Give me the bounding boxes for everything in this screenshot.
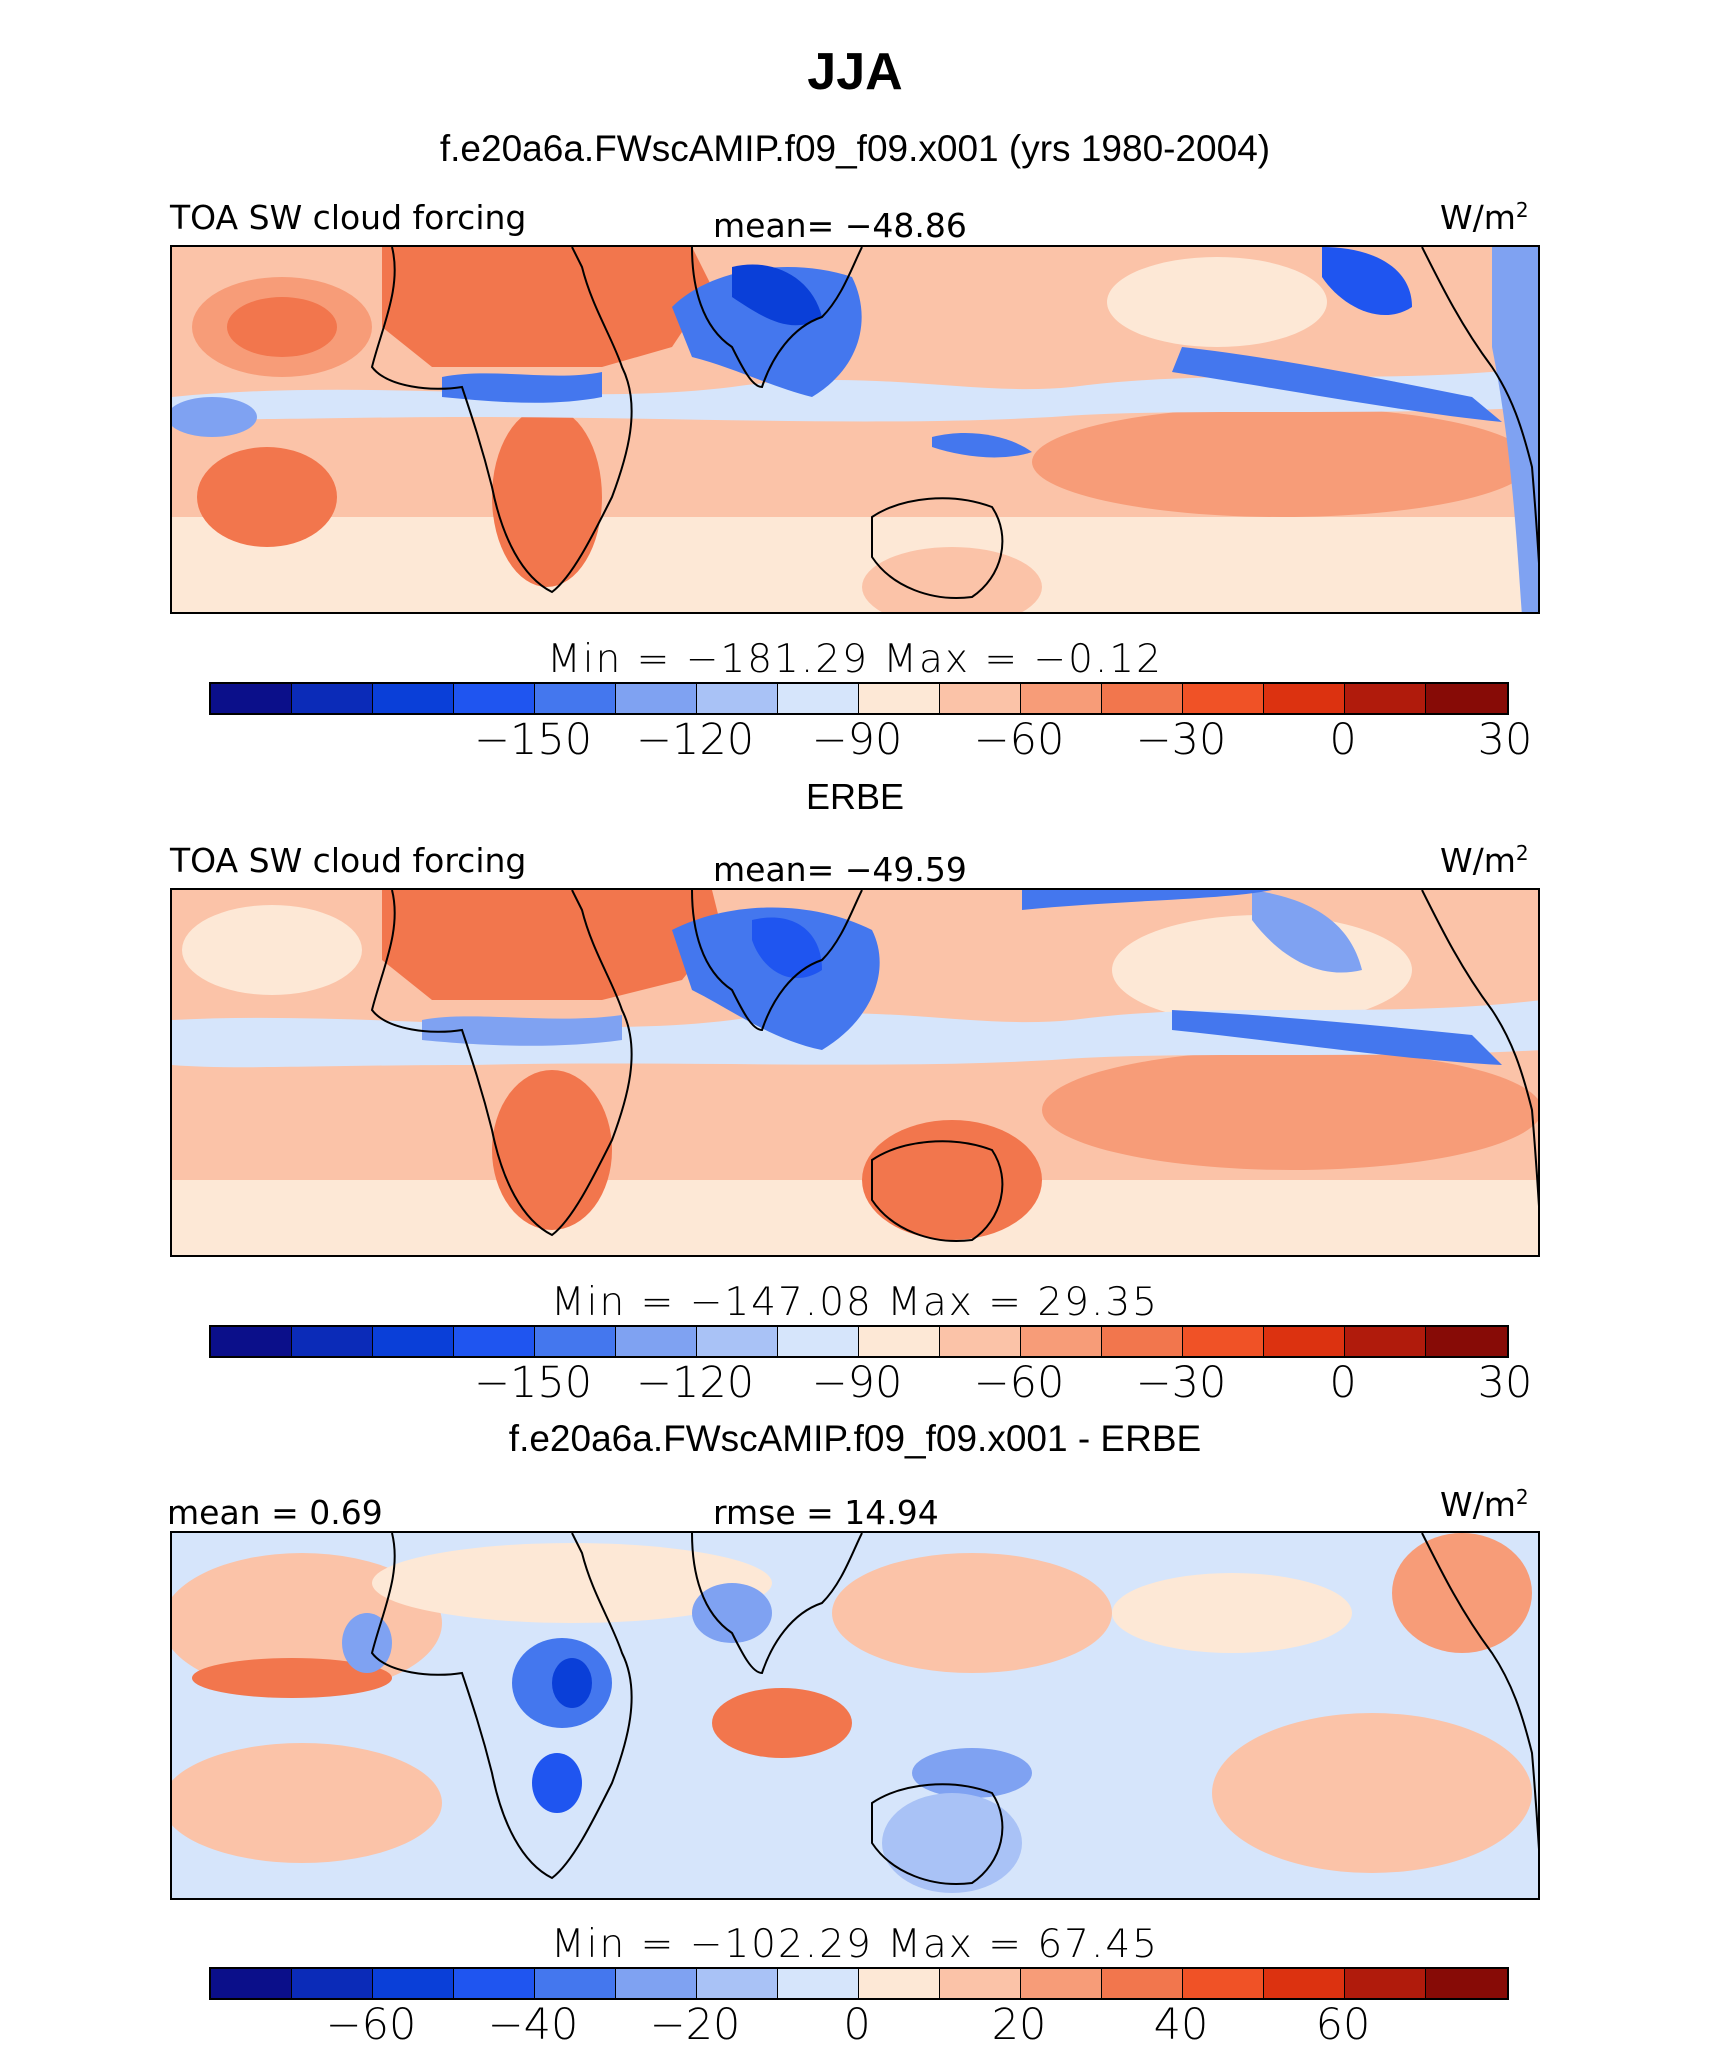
colorbar-swatch <box>778 1969 859 1998</box>
colorbar-swatch <box>1426 1969 1507 1998</box>
colorbar-swatch <box>1264 684 1345 713</box>
colorbar-swatch <box>616 1327 697 1356</box>
colorbar-swatch <box>697 684 778 713</box>
colorbar-tick-label: −60 <box>973 1358 1065 1408</box>
colorbar-swatch <box>1183 1969 1264 1998</box>
panel-model-mean: mean= −48.86 <box>713 206 967 245</box>
panel-model-label: TOA SW cloud forcing <box>170 198 527 237</box>
colorbar-swatch <box>1345 684 1426 713</box>
colorbar-swatch <box>859 684 940 713</box>
colorbar-swatch <box>1021 684 1102 713</box>
colorbar-swatch <box>1102 1327 1183 1356</box>
colorbar-swatch <box>454 1327 535 1356</box>
colorbar-diff <box>209 1967 1509 2000</box>
colorbar-swatch <box>940 684 1021 713</box>
colorbar-swatch <box>535 1327 616 1356</box>
colorbar-swatch <box>1426 1327 1507 1356</box>
panel-obs-units: W/m2 <box>1440 841 1529 880</box>
panel-model-minmax: Min = −181.29 Max = −0.12 <box>547 637 1163 682</box>
colorbar-swatch <box>211 1969 292 1998</box>
panel-diff-units: W/m2 <box>1440 1485 1529 1524</box>
colorbar-tick-label: −30 <box>1135 1358 1227 1408</box>
colorbar-swatch <box>1021 1969 1102 1998</box>
panel-obs-minmax: Min = −147.08 Max = 29.35 <box>551 1280 1159 1325</box>
colorbar-swatch <box>697 1969 778 1998</box>
colorbar-tick-label: −120 <box>635 715 755 765</box>
colorbar-swatch <box>1345 1327 1426 1356</box>
colorbar-tick-label: −90 <box>811 715 903 765</box>
panel-obs-label: TOA SW cloud forcing <box>170 841 527 880</box>
colorbar-swatch <box>373 1327 454 1356</box>
colorbar-swatch <box>616 684 697 713</box>
main-title: JJA <box>807 43 903 101</box>
colorbar-swatch <box>373 1969 454 1998</box>
colorbar-obs <box>209 1325 1509 1358</box>
obs-title: ERBE <box>805 776 905 817</box>
colorbar-swatch <box>778 1327 859 1356</box>
colorbar-tick-label: −120 <box>635 1358 755 1408</box>
colorbar-swatch <box>454 1969 535 1998</box>
colorbar-swatch <box>859 1969 940 1998</box>
colorbar-swatch <box>1021 1327 1102 1356</box>
colorbar-tick-label: 30 <box>1477 1358 1533 1408</box>
colorbar-swatch <box>292 684 373 713</box>
colorbar-swatch <box>1426 684 1507 713</box>
colorbar-swatch <box>940 1969 1021 1998</box>
colorbar-tick-label: 30 <box>1477 715 1533 765</box>
colorbar-swatch <box>616 1969 697 1998</box>
colorbar-swatch <box>454 684 535 713</box>
map-model <box>170 245 1540 614</box>
colorbar-swatch <box>1102 1969 1183 1998</box>
colorbar-tick-label: −150 <box>473 1358 593 1408</box>
colorbar-tick-label: 0 <box>1329 715 1357 765</box>
colorbar-tick-label: 40 <box>1153 2000 1209 2050</box>
colorbar-tick-label: 60 <box>1315 2000 1371 2050</box>
colorbar-tick-label: 0 <box>1329 1358 1357 1408</box>
colorbar-swatch <box>1183 1327 1264 1356</box>
colorbar-tick-label: −20 <box>649 2000 741 2050</box>
colorbar-swatch <box>535 684 616 713</box>
colorbar-swatch <box>1264 1327 1345 1356</box>
colorbar-swatch <box>211 1327 292 1356</box>
colorbar-tick-label: −90 <box>811 1358 903 1408</box>
colorbar-swatch <box>373 684 454 713</box>
colorbar-swatch <box>292 1327 373 1356</box>
colorbar-tick-label: −150 <box>473 715 593 765</box>
colorbar-tick-label: 20 <box>991 2000 1047 2050</box>
colorbar-swatch <box>292 1969 373 1998</box>
colorbar-swatch <box>940 1327 1021 1356</box>
case-title: f.e20a6a.FWscAMIP.f09_f09.x001 (yrs 1980… <box>439 128 1271 169</box>
map-diff <box>170 1531 1540 1900</box>
panel-diff-minmax: Min = −102.29 Max = 67.45 <box>551 1922 1159 1967</box>
colorbar-swatch <box>697 1327 778 1356</box>
colorbar-tick-label: −40 <box>487 2000 579 2050</box>
colorbar-swatch <box>778 684 859 713</box>
map-obs <box>170 888 1540 1257</box>
colorbar-swatch <box>1183 684 1264 713</box>
panel-diff-rmse: rmse = 14.94 <box>713 1493 939 1532</box>
colorbar-swatch <box>859 1327 940 1356</box>
panel-diff-mean: mean = 0.69 <box>167 1493 383 1532</box>
colorbar-tick-label: 0 <box>843 2000 871 2050</box>
panel-obs-mean: mean= −49.59 <box>713 850 967 889</box>
colorbar-swatch <box>1345 1969 1426 1998</box>
colorbar-tick-label: −60 <box>973 715 1065 765</box>
colorbar-tick-label: −60 <box>325 2000 417 2050</box>
colorbar-swatch <box>1264 1969 1345 1998</box>
colorbar-model <box>209 682 1509 715</box>
colorbar-swatch <box>211 684 292 713</box>
colorbar-swatch <box>1102 684 1183 713</box>
colorbar-tick-label: −30 <box>1135 715 1227 765</box>
panel-model-units: W/m2 <box>1440 198 1529 237</box>
diff-title: f.e20a6a.FWscAMIP.f09_f09.x001 - ERBE <box>508 1418 1202 1459</box>
colorbar-swatch <box>535 1969 616 1998</box>
